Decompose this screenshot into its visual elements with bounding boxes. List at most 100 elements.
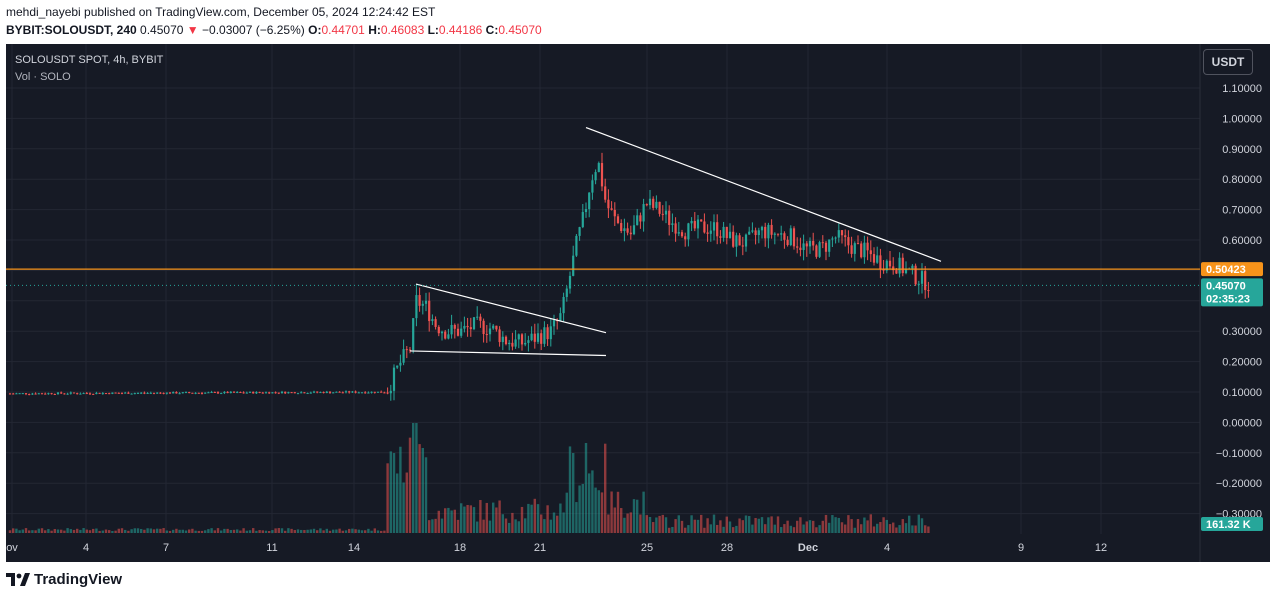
candle-body xyxy=(616,216,620,223)
candle-body xyxy=(540,333,543,344)
candle-body xyxy=(738,235,741,246)
volume-bar xyxy=(479,500,482,533)
volume-bar xyxy=(770,516,773,533)
candle-body xyxy=(584,209,588,213)
volume-bar xyxy=(428,520,431,533)
price-chart[interactable]: 1.10000 1.00000 0.90000 0.80000 0.70000 0.600… xyxy=(6,44,1270,562)
currency-button[interactable]: USDT xyxy=(1203,49,1253,75)
candle-body xyxy=(44,393,47,395)
candle-body xyxy=(140,392,143,394)
candle-body xyxy=(136,392,140,394)
candle-body xyxy=(680,232,684,237)
candle-body xyxy=(728,231,732,239)
candle-body xyxy=(792,228,796,247)
candle-body xyxy=(770,224,773,235)
y-tick-label: 0.60000 xyxy=(1222,235,1262,247)
volume-legend: Vol · SOLO xyxy=(15,71,71,83)
y-tick-label: −0.20000 xyxy=(1216,478,1262,490)
volume-bar xyxy=(613,507,616,533)
volume-bar xyxy=(642,491,645,533)
candle-body xyxy=(751,230,754,232)
volume-bar xyxy=(255,530,258,533)
candle-body xyxy=(492,325,495,329)
volume-bar xyxy=(904,523,908,533)
volume-bar xyxy=(616,491,620,533)
volume-bar xyxy=(82,528,85,533)
tradingview-logo[interactable]: TradingView xyxy=(6,571,122,588)
volume-bar xyxy=(114,530,117,533)
volume-bar xyxy=(101,530,104,533)
candle-body xyxy=(853,243,856,254)
volume-bar xyxy=(63,530,66,533)
candle-body xyxy=(402,349,405,363)
volume-bar xyxy=(572,453,575,533)
volume-bar xyxy=(204,530,207,533)
volume-bar xyxy=(117,528,120,533)
candle-body xyxy=(716,222,719,237)
last-price-tag-text: 02:35:23 xyxy=(1206,293,1250,305)
volume-bar xyxy=(159,528,162,533)
volume-bar xyxy=(168,530,172,533)
candle-body xyxy=(354,391,357,393)
candle-body xyxy=(911,265,914,269)
candle-body xyxy=(316,391,319,393)
volume-bar xyxy=(536,504,540,533)
candle-body xyxy=(322,392,325,394)
candle-body xyxy=(712,222,716,231)
volume-bar xyxy=(21,529,24,533)
volume-bar xyxy=(517,521,520,533)
candle-body xyxy=(668,210,671,225)
volume-bar xyxy=(901,519,904,533)
low-label: L: xyxy=(427,23,439,37)
candle-body xyxy=(21,393,24,395)
candle-body xyxy=(328,391,332,393)
volume-bar xyxy=(79,529,82,533)
candle-body xyxy=(530,333,533,341)
volume-bar xyxy=(796,520,799,533)
volume-bar xyxy=(34,530,37,533)
volume-bar xyxy=(184,530,188,533)
candle-body xyxy=(165,392,168,394)
volume-bar xyxy=(162,528,165,533)
volume-bar xyxy=(879,522,882,533)
volume-bar xyxy=(693,519,696,533)
volume-bar xyxy=(69,529,72,533)
candle-body xyxy=(82,393,85,395)
volume-bar xyxy=(917,514,920,533)
candle-body xyxy=(613,209,616,217)
candle-body xyxy=(437,326,440,334)
volume-bar xyxy=(850,519,853,533)
volume-bar xyxy=(434,518,437,533)
volume-bar xyxy=(629,512,632,533)
volume-bar xyxy=(568,446,572,533)
candle-body xyxy=(687,223,690,240)
volume-bar xyxy=(728,521,732,533)
candle-body xyxy=(8,393,12,395)
volume-bar xyxy=(332,529,335,533)
candle-body xyxy=(860,243,863,258)
candle-body xyxy=(290,392,293,394)
candle-body xyxy=(456,328,460,336)
volume-bar xyxy=(924,525,927,533)
chart-pane[interactable]: 1.10000 1.00000 0.90000 0.80000 0.70000 0.600… xyxy=(6,44,1270,562)
candle-body xyxy=(88,393,92,395)
volume-bar xyxy=(828,522,831,533)
candle-body xyxy=(258,391,261,393)
volume-bar xyxy=(248,530,252,533)
volume-bar xyxy=(588,473,591,533)
candle-body xyxy=(476,316,479,318)
volume-bar xyxy=(213,530,216,533)
candle-body xyxy=(178,393,181,395)
volume-bar xyxy=(674,519,677,533)
volume-bar xyxy=(501,514,504,533)
candle-body xyxy=(200,392,204,394)
candle-body xyxy=(664,210,668,215)
volume-bar xyxy=(456,519,460,533)
volume-bar xyxy=(562,512,565,533)
x-tick-label: ov xyxy=(6,542,18,554)
volume-bar xyxy=(748,516,751,533)
volume-bar xyxy=(648,516,652,533)
volume-bar xyxy=(920,518,924,533)
candle-body xyxy=(879,255,882,269)
volume-bar xyxy=(268,530,271,533)
